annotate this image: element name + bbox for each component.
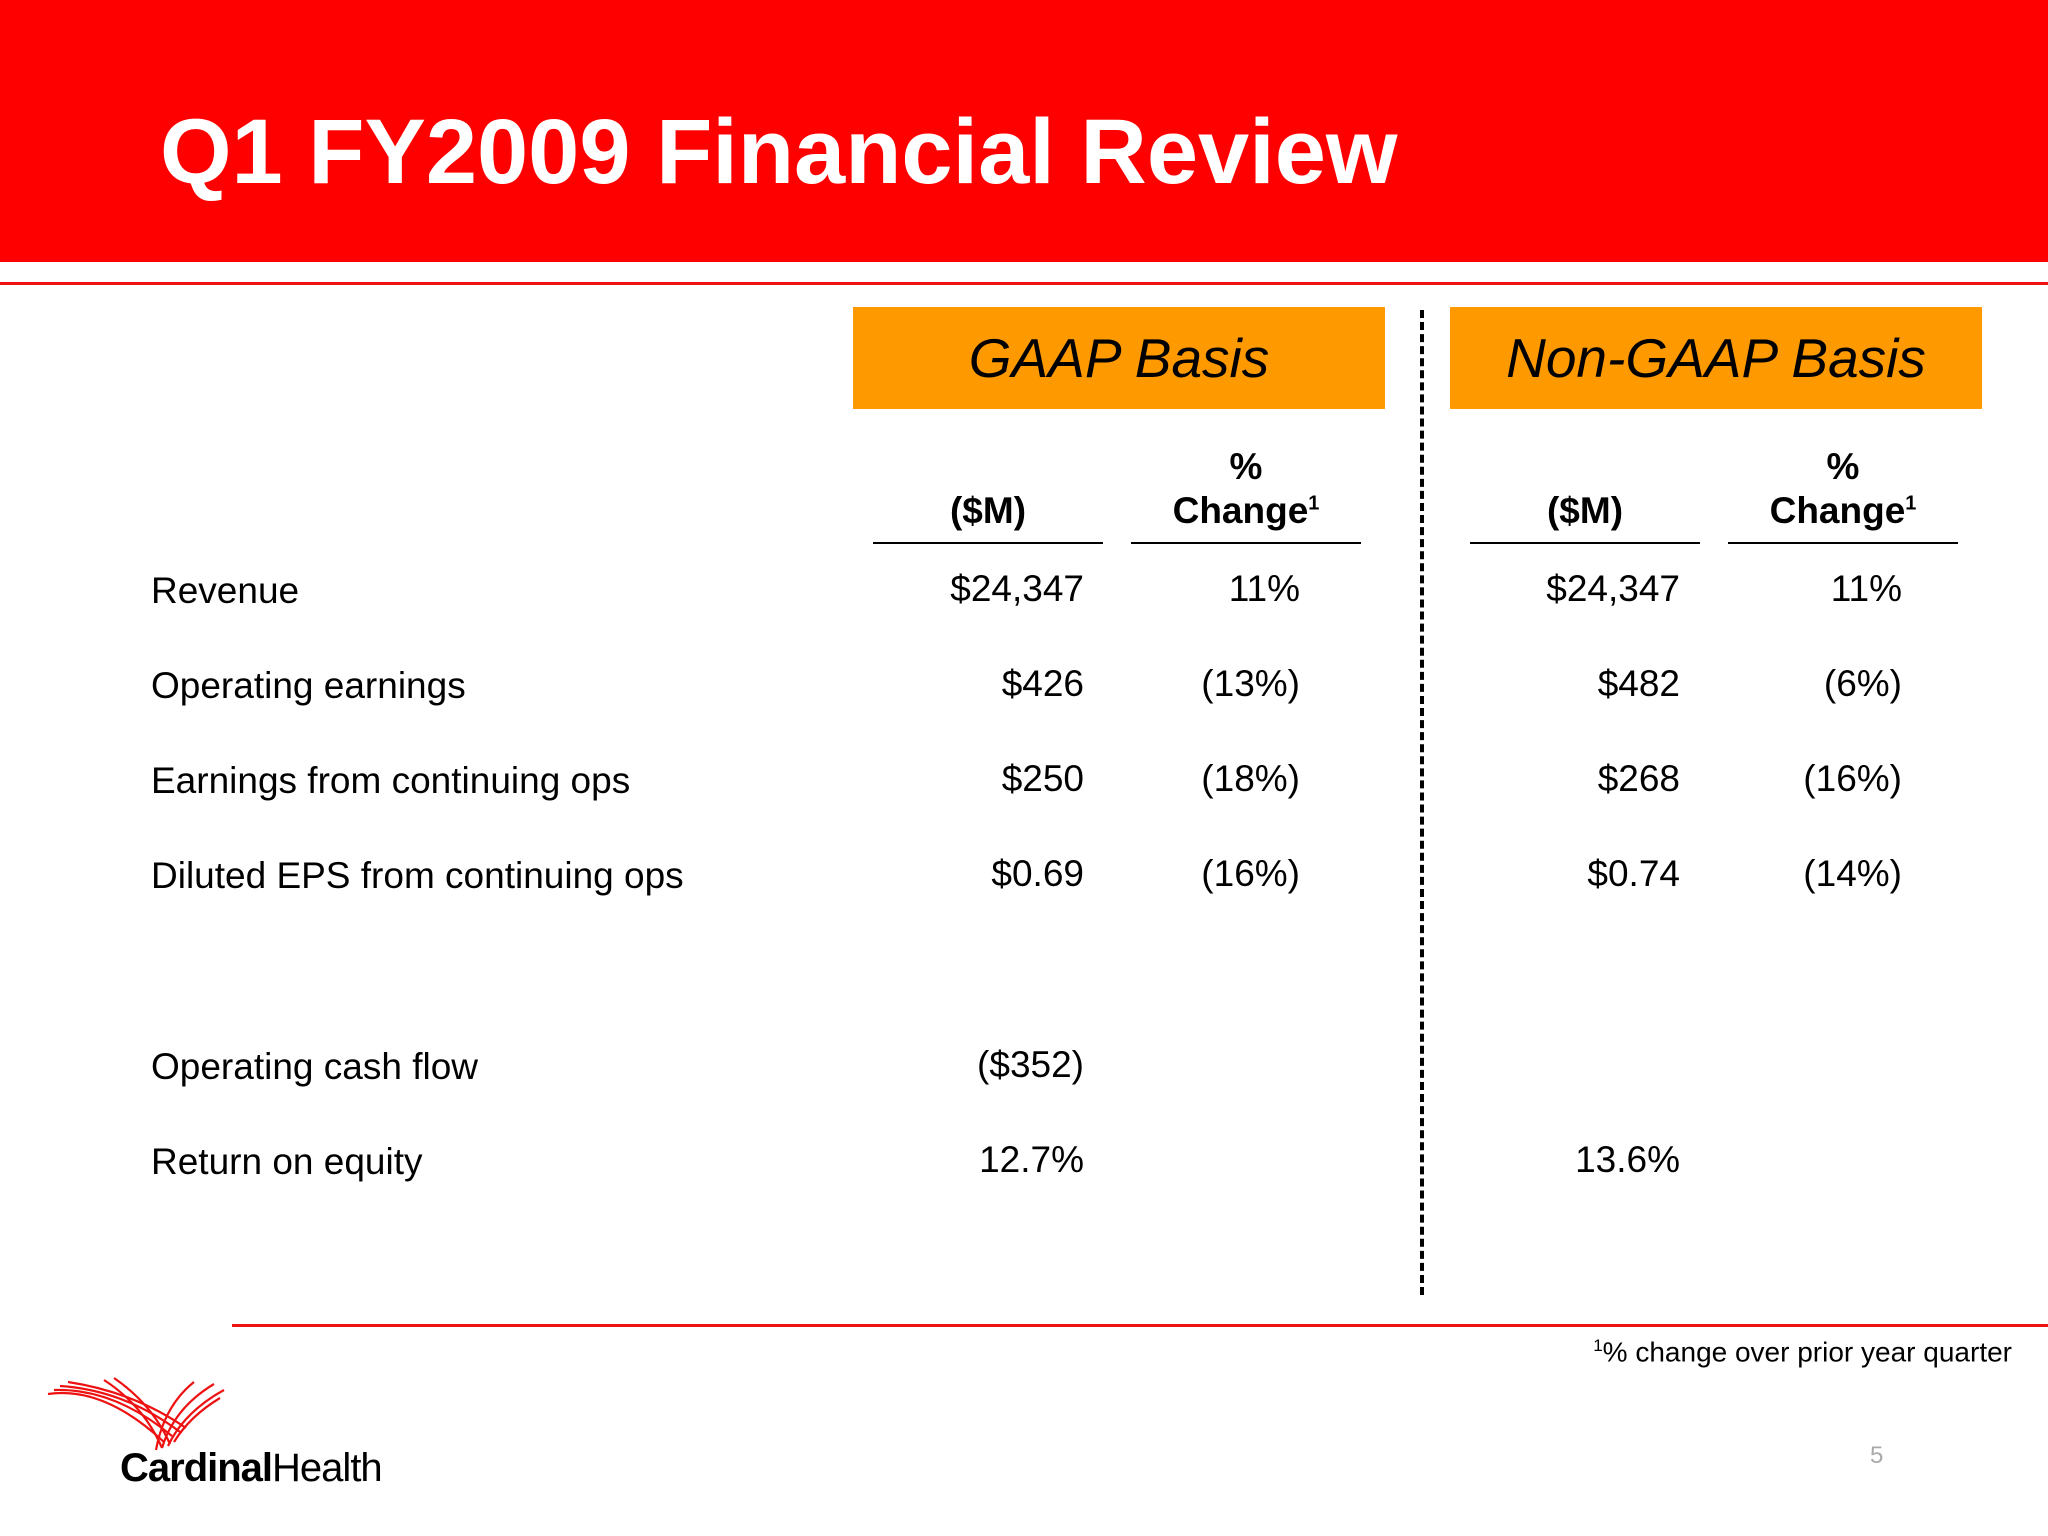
gaap-diluted-eps-amount: $0.69	[991, 853, 1084, 894]
row-label-operating-cash-flow: Operating cash flow	[151, 1046, 479, 1087]
header-rule	[0, 282, 2048, 285]
gaap-basis-header: GAAP Basis	[853, 307, 1385, 409]
gaap-amount-underline	[873, 542, 1103, 544]
gaap-pct-header: % Change1	[1131, 446, 1361, 532]
cardinal-health-logo-icon	[47, 1377, 225, 1451]
gaap-diluted-eps-pct: (16%)	[1201, 853, 1300, 894]
footnote-text: % change over prior year quarter	[1602, 1336, 2012, 1368]
row-label-return-on-equity: Return on equity	[151, 1141, 423, 1182]
logo-wordmark: CardinalHealth	[120, 1446, 383, 1491]
page-number: 5	[1870, 1442, 1884, 1469]
slide-title: Q1 FY2009 Financial Review	[160, 101, 1398, 203]
row-label-operating-earnings: Operating earnings	[151, 665, 466, 706]
ng-amount-header-label: ($M)	[1546, 490, 1624, 531]
ng-revenue-amount: $24,347	[1546, 568, 1680, 609]
logo-word-cardinal: Cardinal	[120, 1446, 273, 1490]
gaap-basis-label: GAAP Basis	[968, 327, 1270, 389]
ng-pct-header-line2: Change	[1769, 490, 1906, 531]
logo-word-health: Health	[272, 1446, 383, 1490]
gaap-pct-header-line2: Change	[1172, 490, 1309, 531]
footnote-mark: 1	[1593, 1336, 1603, 1355]
non-gaap-basis-label: Non-GAAP Basis	[1506, 327, 1926, 389]
ng-operating-earnings-amount: $482	[1597, 663, 1680, 704]
ng-revenue-pct: 11%	[1830, 568, 1902, 609]
non-gaap-basis-header: Non-GAAP Basis	[1450, 307, 1982, 409]
row-label-revenue: Revenue	[151, 570, 300, 611]
row-label-diluted-eps: Diluted EPS from continuing ops	[151, 855, 684, 896]
gaap-earnings-continuing-ops-amount: $250	[1001, 758, 1084, 799]
footer-rule	[232, 1324, 2048, 1327]
ng-amount-underline	[1470, 542, 1700, 544]
gaap-revenue-amount: $24,347	[950, 568, 1084, 609]
ng-operating-earnings-pct: (6%)	[1823, 663, 1902, 704]
title-banner	[0, 0, 2048, 262]
ng-return-on-equity-amount: 13.6%	[1575, 1139, 1680, 1180]
ng-earnings-continuing-ops-amount: $268	[1597, 758, 1680, 799]
row-label-earnings-continuing-ops: Earnings from continuing ops	[151, 760, 631, 801]
ng-pct-underline	[1728, 542, 1958, 544]
gaap-pct-underline	[1131, 542, 1361, 544]
footnote: 1% change over prior year quarter	[1593, 1336, 2012, 1368]
ng-pct-footnote-mark: 1	[1905, 492, 1917, 515]
gaap-operating-earnings-pct: (13%)	[1201, 663, 1300, 704]
ng-pct-header: % Change1	[1728, 446, 1958, 532]
ng-diluted-eps-amount: $0.74	[1587, 853, 1680, 894]
ng-earnings-continuing-ops-pct: (16%)	[1803, 758, 1902, 799]
gaap-operating-cash-flow-amount: ($352)	[977, 1044, 1084, 1085]
basis-divider	[1420, 310, 1424, 1295]
gaap-pct-header-line1: %	[1229, 446, 1263, 487]
gaap-return-on-equity-amount: 12.7%	[979, 1139, 1084, 1180]
gaap-amount-header: ($M)	[873, 446, 1103, 532]
gaap-amount-header-label: ($M)	[949, 490, 1027, 531]
gaap-earnings-continuing-ops-pct: (18%)	[1201, 758, 1300, 799]
ng-amount-header: ($M)	[1470, 446, 1700, 532]
gaap-pct-footnote-mark: 1	[1308, 492, 1320, 515]
ng-pct-header-line1: %	[1826, 446, 1860, 487]
gaap-revenue-pct: 11%	[1228, 568, 1300, 609]
ng-diluted-eps-pct: (14%)	[1803, 853, 1902, 894]
gaap-operating-earnings-amount: $426	[1001, 663, 1084, 704]
